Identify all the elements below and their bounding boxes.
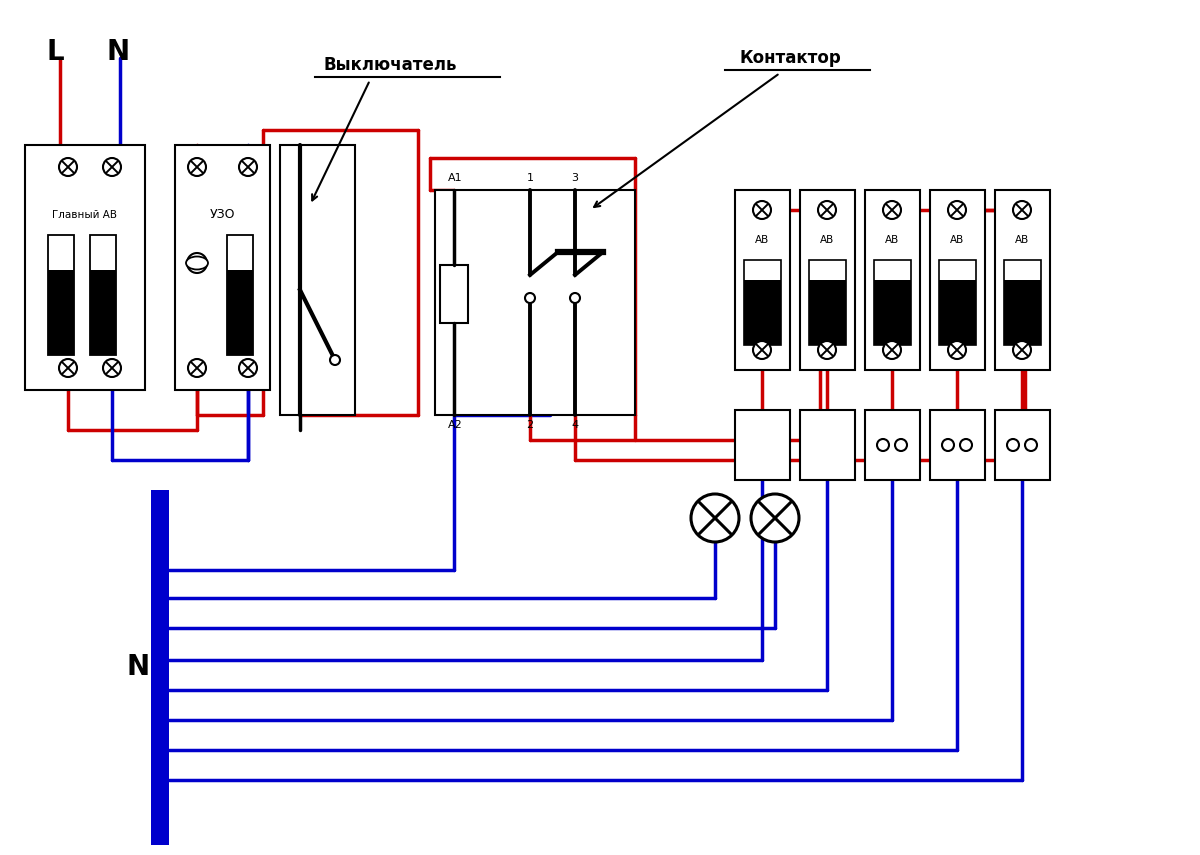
Bar <box>1004 260 1042 345</box>
Bar <box>809 280 846 345</box>
Bar <box>800 410 854 480</box>
Circle shape <box>1025 439 1037 451</box>
Text: A1: A1 <box>448 173 462 183</box>
Bar <box>995 410 1050 480</box>
Bar <box>744 260 781 345</box>
Circle shape <box>877 439 889 451</box>
Bar <box>175 145 270 390</box>
Circle shape <box>754 341 772 359</box>
Text: L: L <box>46 38 64 66</box>
Text: 2: 2 <box>527 420 534 430</box>
Text: Главный АВ: Главный АВ <box>53 210 118 220</box>
Bar <box>90 270 116 355</box>
Bar <box>280 145 355 415</box>
Text: Выключатель: Выключатель <box>323 56 457 74</box>
Bar <box>90 235 116 355</box>
Circle shape <box>188 359 206 377</box>
Bar <box>865 190 920 370</box>
Bar <box>865 410 920 480</box>
Text: АВ: АВ <box>884 235 899 245</box>
Bar <box>940 280 976 345</box>
Circle shape <box>330 355 340 365</box>
Circle shape <box>526 293 535 303</box>
Bar <box>930 410 985 480</box>
Bar <box>734 190 790 370</box>
Circle shape <box>818 341 836 359</box>
Bar <box>1004 280 1042 345</box>
Circle shape <box>103 158 121 176</box>
Circle shape <box>59 158 77 176</box>
Text: N: N <box>126 653 150 681</box>
Circle shape <box>942 439 954 451</box>
Bar <box>930 190 985 370</box>
Text: A2: A2 <box>448 420 462 430</box>
Text: УЗО: УЗО <box>209 209 235 221</box>
Bar <box>25 145 145 390</box>
Circle shape <box>895 439 907 451</box>
Bar <box>809 260 846 345</box>
Circle shape <box>948 201 966 219</box>
Circle shape <box>691 494 739 542</box>
Text: АВ: АВ <box>820 235 834 245</box>
Circle shape <box>187 253 208 273</box>
Circle shape <box>948 341 966 359</box>
Circle shape <box>570 293 580 303</box>
Bar <box>151 490 169 845</box>
Circle shape <box>960 439 972 451</box>
Text: 3: 3 <box>571 173 578 183</box>
Bar <box>734 410 790 480</box>
Text: N: N <box>107 38 130 66</box>
Ellipse shape <box>186 256 208 269</box>
Bar <box>48 235 74 355</box>
Circle shape <box>239 359 257 377</box>
Bar <box>744 280 781 345</box>
Bar <box>995 190 1050 370</box>
Bar <box>227 235 253 355</box>
Circle shape <box>188 158 206 176</box>
Circle shape <box>1007 439 1019 451</box>
Circle shape <box>883 201 901 219</box>
Text: Контактор: Контактор <box>739 49 841 67</box>
Bar <box>800 190 854 370</box>
Bar <box>874 280 911 345</box>
Circle shape <box>103 359 121 377</box>
Bar <box>48 270 74 355</box>
Bar <box>440 265 468 323</box>
Circle shape <box>239 158 257 176</box>
Text: АВ: АВ <box>755 235 769 245</box>
Text: АВ: АВ <box>1015 235 1030 245</box>
Text: АВ: АВ <box>950 235 964 245</box>
Bar <box>874 260 911 345</box>
Circle shape <box>751 494 799 542</box>
Text: 1: 1 <box>527 173 534 183</box>
Circle shape <box>1013 341 1031 359</box>
Text: 4: 4 <box>571 420 578 430</box>
Bar <box>436 190 635 415</box>
Circle shape <box>883 341 901 359</box>
Circle shape <box>1013 201 1031 219</box>
Circle shape <box>59 359 77 377</box>
Circle shape <box>818 201 836 219</box>
Bar <box>940 260 976 345</box>
Bar <box>227 270 253 355</box>
Circle shape <box>754 201 772 219</box>
